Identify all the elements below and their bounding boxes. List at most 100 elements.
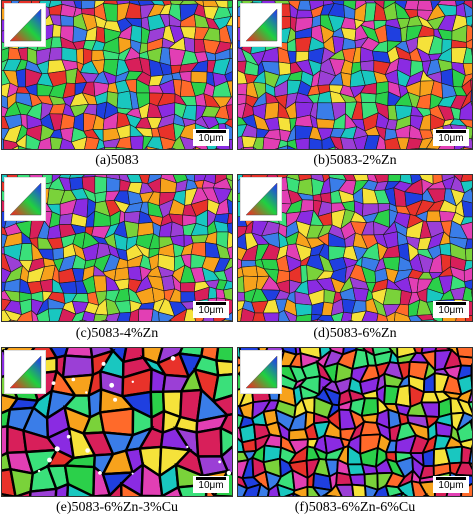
grain [225,175,232,182]
grain [28,487,58,496]
unindexed-spot [47,457,52,463]
grain [69,176,84,191]
grain [334,146,339,149]
unindexed-spot [109,382,115,388]
grain [388,491,405,496]
grain [66,482,95,496]
grain-map [238,348,472,496]
grain [129,135,144,149]
grain [286,139,298,149]
grain [31,309,39,321]
grain [92,494,112,496]
grain [127,265,143,282]
orientation-map: 10μm [237,174,473,322]
ipf-triangle [9,8,42,42]
grain [146,136,164,149]
grain [360,92,377,103]
grain [457,355,472,367]
unindexed-spot [218,460,222,464]
grain [54,482,70,496]
grain [470,101,472,107]
grain [470,25,472,28]
scale-bar: 10μm [433,301,469,318]
grain [241,438,257,453]
grain [98,407,135,437]
grain [94,176,108,194]
grain [340,137,357,149]
panel-b: 10μm (b)5083-2%Zn [237,0,473,175]
grain [79,319,83,321]
ipf-triangle [245,8,278,42]
unindexed-spot [85,391,88,394]
grain [461,200,472,218]
grain [179,282,196,293]
grain [286,145,296,149]
unindexed-spot [131,472,134,475]
scale-bar-label: 10μm [198,305,224,316]
grain [425,148,439,149]
grain [352,135,369,149]
grain [93,275,107,293]
grain [223,288,232,301]
orientation-map: 10μm [237,347,473,497]
grain [329,136,344,149]
grain [215,148,220,149]
unindexed-spot [71,377,76,382]
grain [462,47,472,64]
grain [242,482,262,496]
unindexed-spot [54,446,60,452]
grain [227,222,232,235]
grain [409,147,420,149]
panel-a: 10μm (a)5083 [1,0,233,175]
scale-bar-line [436,130,466,133]
scale-bar: 10μm [193,301,229,318]
grain [70,136,88,149]
scale-bar-label: 10μm [438,133,464,144]
grain [226,188,232,203]
grain [470,289,472,298]
grain [470,374,472,391]
grain [105,319,109,321]
grain [361,310,379,321]
grain [215,348,232,364]
grain [61,47,78,63]
grain [463,147,472,149]
grain [334,483,355,496]
grain [225,96,232,106]
grain [229,48,232,59]
grain [323,494,338,496]
grain [462,286,472,303]
grain [306,485,321,496]
ipf-triangle [9,182,42,216]
grain [470,90,472,102]
panel-caption: (c)5083-4%Zn [75,326,159,341]
orientation-map: 10μm [1,0,233,150]
grain [211,394,232,417]
orientation-map: 10μm [1,347,233,497]
grain [227,1,232,9]
unindexed-spot [51,381,56,385]
ipf-triangle [9,355,42,389]
grain [47,308,64,321]
grain [327,146,336,149]
ipf-color-key [4,177,46,221]
grain [223,280,232,291]
grain [128,308,140,321]
scale-bar: 10μm [193,476,229,493]
grain [292,492,301,496]
ipf-color-key [4,3,46,47]
grain [108,481,123,496]
ipf-color-key [4,350,46,394]
grain [195,146,202,149]
grain [225,16,232,27]
grain [183,36,196,53]
grain [169,308,188,321]
grain [8,319,12,321]
grain [161,485,183,496]
grain [465,24,472,43]
unindexed-spot [98,471,102,475]
grain [460,221,472,240]
panel-e: 10μm (e)5083-6%Zn-3%Cu [1,347,233,519]
grain [225,25,232,44]
grain [256,482,270,496]
